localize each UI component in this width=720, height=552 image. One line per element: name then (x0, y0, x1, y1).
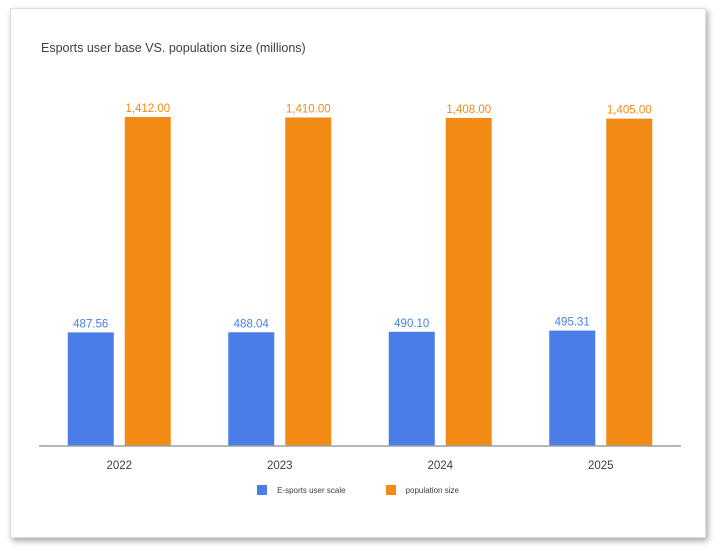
x-tick-label-2023: 2023 (267, 460, 293, 472)
x-tick-label-2024: 2024 (427, 460, 453, 472)
bar-population-2023[interactable] (285, 117, 332, 446)
data-label-population-2023: 1,410.00 (286, 103, 331, 115)
bar-population-2022[interactable] (124, 117, 171, 446)
bar-esports-2022[interactable] (67, 332, 114, 446)
bar-population-2024[interactable] (445, 117, 492, 447)
legend-swatch-esports (257, 485, 268, 495)
bar-esports-2025[interactable] (549, 330, 596, 446)
data-label-esports-2023: 488.04 (234, 318, 270, 330)
bar-population-2025[interactable] (606, 118, 653, 447)
bar-chart: 487.56 1,412.00 2022 488.04 1,410.00 2023 490.… (39, 103, 681, 472)
data-label-population-2022: 1,412.00 (125, 103, 170, 115)
chart-card: Esports user base VS. population size (m… (10, 8, 706, 538)
chart-title: Esports user base VS. population size (m… (41, 41, 306, 55)
legend: E-sports user scale population size (11, 485, 705, 495)
data-label-population-2025: 1,405.00 (607, 105, 652, 117)
x-tick-label-2022: 2022 (106, 460, 132, 472)
legend-item-esports[interactable]: E-sports user scale (257, 485, 346, 495)
bar-esports-2023[interactable] (228, 332, 275, 446)
data-label-population-2024: 1,408.00 (446, 104, 491, 116)
legend-label-esports: E-sports user scale (277, 485, 346, 495)
bar-esports-2024[interactable] (388, 331, 435, 446)
legend-item-population[interactable]: population size (385, 485, 459, 495)
data-label-esports-2025: 495.31 (555, 317, 590, 329)
data-label-esports-2024: 490.10 (394, 318, 429, 330)
legend-label-population: population size (405, 485, 459, 495)
data-label-esports-2022: 487.56 (73, 318, 108, 330)
legend-swatch-population (385, 485, 396, 495)
x-tick-label-2025: 2025 (588, 460, 614, 472)
